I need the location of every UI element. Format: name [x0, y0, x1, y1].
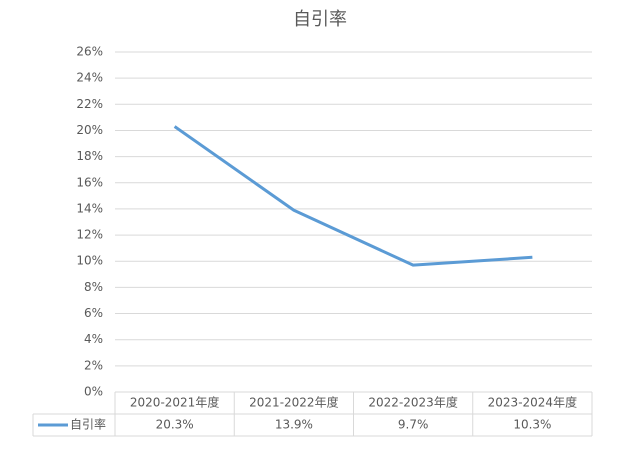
y-tick-label: 20%	[76, 123, 103, 137]
y-tick-label: 6%	[84, 306, 103, 320]
line-series	[173, 125, 533, 267]
y-tick-label: 18%	[76, 149, 103, 163]
data-table-value: 10.3%	[513, 418, 551, 432]
data-table-value: 13.9%	[275, 418, 313, 432]
x-tick-label: 2021-2022年度	[249, 395, 338, 410]
y-tick-label: 22%	[76, 97, 103, 111]
x-tick-label: 2022-2023年度	[368, 395, 457, 410]
chart-title: 自引率	[293, 9, 347, 30]
legend-label: 自引率	[70, 417, 106, 432]
y-tick-label: 12%	[76, 228, 103, 242]
y-tick-label: 14%	[76, 201, 103, 215]
y-tick-label: 24%	[76, 71, 103, 85]
y-tick-label: 0%	[84, 385, 103, 399]
x-tick-label: 2023-2024年度	[488, 395, 577, 410]
y-tick-label: 26%	[76, 45, 103, 59]
y-tick-label: 2%	[84, 358, 103, 372]
y-tick-label: 16%	[76, 175, 103, 189]
data-table-value: 9.7%	[398, 418, 429, 432]
data-table-value: 20.3%	[156, 418, 194, 432]
y-tick-label: 10%	[76, 254, 103, 268]
y-tick-label: 4%	[84, 332, 103, 346]
y-tick-label: 8%	[84, 280, 103, 294]
x-tick-label: 2020-2021年度	[130, 395, 219, 410]
